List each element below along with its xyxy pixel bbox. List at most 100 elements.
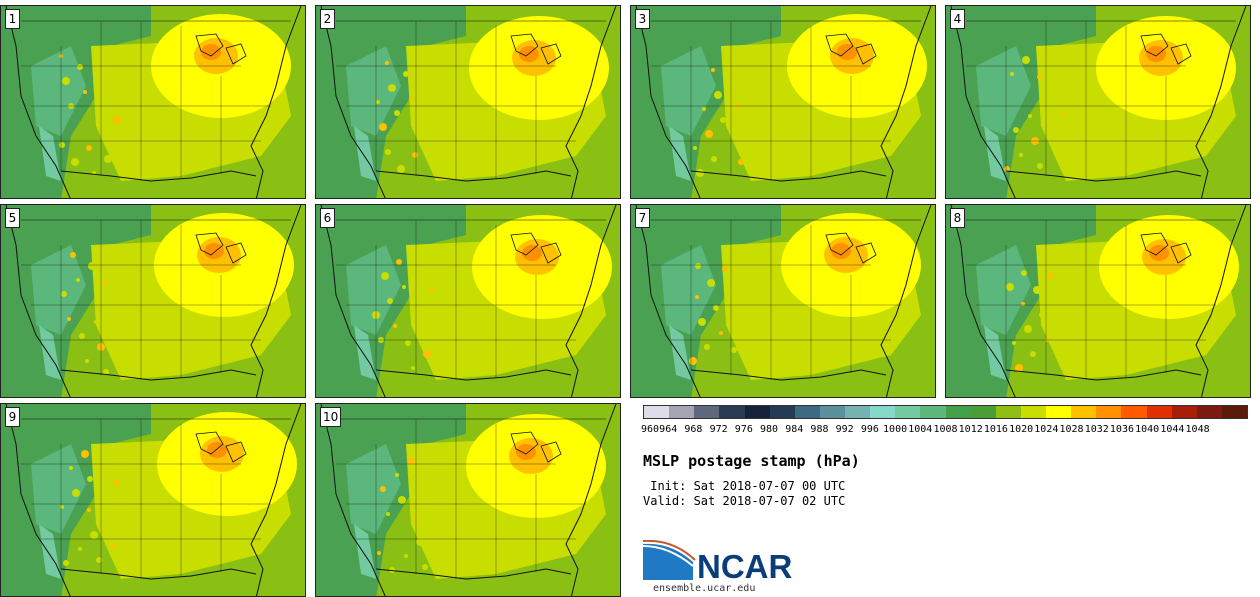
terrain-speckle	[731, 347, 737, 353]
stamp-number: 8	[950, 208, 965, 228]
terrain-speckle	[1021, 270, 1027, 276]
mslp-map	[316, 6, 620, 198]
west-low-valley	[354, 126, 376, 181]
north-low-region	[701, 205, 781, 245]
terrain-speckle	[113, 116, 121, 124]
west-mid-region	[976, 46, 1031, 136]
great-lakes-outline	[195, 232, 224, 256]
high-pressure-peak	[201, 44, 221, 60]
terrain-speckle	[395, 473, 399, 477]
great-lakes-outline	[540, 43, 562, 65]
colorbar-swatch	[870, 406, 896, 418]
colorbar-tick-label: 1028	[1059, 424, 1084, 435]
terrain-speckle	[711, 68, 715, 72]
east-coastline	[250, 6, 302, 198]
terrain-speckle	[1039, 312, 1045, 318]
colorbar-swatch	[845, 406, 871, 418]
terrain-speckle	[1040, 98, 1048, 106]
gulf-coastline	[375, 568, 572, 580]
terrain-speckle	[94, 320, 98, 324]
stamp-number: 1	[5, 9, 20, 29]
terrain-speckle	[1049, 59, 1057, 67]
terrain-speckle	[99, 492, 107, 500]
ncar-logo-arc	[643, 540, 696, 561]
terrain-speckle	[88, 262, 96, 270]
terrain-speckle	[60, 505, 64, 509]
colorbar-tick-label: 984	[785, 424, 804, 435]
terrain-speckle	[711, 156, 717, 162]
terrain-speckle	[1006, 283, 1014, 291]
west-coastline	[950, 205, 1016, 397]
terrain-speckle	[740, 276, 748, 284]
terrain-speckle	[702, 107, 706, 111]
terrain-speckle	[396, 259, 402, 265]
great-lakes-outline	[510, 431, 539, 455]
great-lakes-outline	[825, 33, 854, 57]
colorbar-swatch	[920, 406, 946, 418]
stamp-number: 5	[5, 208, 20, 228]
terrain-speckle	[430, 162, 438, 170]
terrain-speckle	[104, 155, 112, 163]
east-coastline	[1195, 6, 1247, 198]
colorbar-swatch	[1046, 406, 1072, 418]
init-time: Init: Sat 2018-07-07 00 UTC	[643, 479, 846, 493]
east-coastline	[565, 6, 617, 198]
stamp-panel-8: 8	[945, 204, 1251, 398]
west-coastline	[320, 205, 386, 397]
mslp-map	[946, 205, 1250, 397]
east-coastline	[250, 205, 302, 397]
terrain-speckle	[385, 61, 389, 65]
terrain-speckle	[689, 357, 697, 365]
colorbar-swatch	[744, 406, 770, 418]
terrain-speckle	[705, 130, 713, 138]
terrain-speckle	[418, 58, 422, 62]
high-pressure-peak	[831, 243, 851, 259]
terrain-speckle	[69, 466, 73, 470]
terrain-speckle	[388, 84, 396, 92]
high-pressure-peak	[1146, 46, 1166, 62]
west-mid-region	[346, 245, 401, 335]
terrain-speckle	[101, 132, 105, 136]
terrain-speckle	[412, 152, 418, 158]
terrain-speckle	[429, 256, 435, 262]
gulf-coastline	[1005, 369, 1202, 381]
terrain-speckle	[746, 334, 750, 338]
terrain-speckle	[1061, 111, 1065, 115]
west-mid-region	[31, 245, 86, 335]
terrain-speckle	[1022, 56, 1030, 64]
stamp-panel-10: 10	[315, 403, 621, 597]
colorbar-swatch	[644, 406, 670, 418]
west-coastline	[950, 6, 1016, 198]
terrain-speckle	[722, 266, 728, 272]
stamp-number: 3	[635, 9, 650, 29]
website-label: ensemble.ucar.edu	[653, 583, 756, 594]
high-pressure-peak	[207, 442, 227, 458]
terrain-speckle	[695, 263, 701, 269]
terrain-speckle	[389, 567, 395, 573]
stamp-number: 6	[320, 208, 335, 228]
colorbar-tick-labels: 960 964 968 972 976 980 984 988 992 996 1000 1004 10…	[641, 424, 1248, 438]
colorbar-tick-label: 992	[835, 424, 854, 435]
east-coastline	[1195, 205, 1247, 397]
terrain-speckle	[398, 496, 406, 504]
great-lakes-outline	[225, 43, 247, 65]
great-lakes-outline	[510, 232, 539, 256]
west-low-valley	[354, 524, 376, 579]
terrain-speckle	[111, 544, 115, 548]
terrain-speckle	[1055, 85, 1061, 91]
west-coastline	[320, 6, 386, 198]
terrain-speckle	[411, 366, 415, 370]
colorbar-swatch	[669, 406, 695, 418]
terrain-speckle	[420, 327, 424, 331]
terrain-speckle	[96, 557, 102, 563]
terrain-speckle	[1037, 75, 1041, 79]
terrain-speckle	[1024, 325, 1032, 333]
gulf-coastline	[60, 170, 257, 182]
terrain-speckle	[695, 295, 699, 299]
west-coastline	[5, 205, 71, 397]
mslp-map	[1, 6, 305, 198]
west-low-valley	[669, 325, 691, 380]
west-low-valley	[354, 325, 376, 380]
terrain-speckle	[397, 165, 405, 173]
colorbar-swatch	[945, 406, 971, 418]
